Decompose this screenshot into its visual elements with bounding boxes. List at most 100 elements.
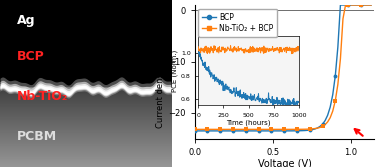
- Bar: [0, 97, 172, 98]
- Bar: [0, 164, 172, 165]
- Bar: [0, 137, 172, 138]
- Bar: [0, 142, 172, 143]
- Bar: [0, 114, 172, 115]
- Bar: [0, 119, 172, 120]
- Bar: [0, 147, 172, 148]
- Bar: [0, 117, 172, 118]
- Bar: [0, 141, 172, 142]
- Bar: [0, 107, 172, 108]
- Bar: [0, 100, 172, 101]
- Bar: [0, 128, 172, 129]
- Bar: [0, 140, 172, 141]
- Bar: [0, 105, 172, 106]
- Bar: [0, 138, 172, 139]
- Bar: [0, 95, 172, 96]
- Bar: [0, 108, 172, 109]
- Bar: [0, 161, 172, 162]
- Bar: [0, 103, 172, 104]
- Bar: [0, 113, 172, 114]
- Bar: [0, 109, 172, 110]
- Bar: [0, 0, 172, 87]
- Bar: [0, 164, 172, 165]
- Bar: [0, 135, 172, 136]
- Bar: [0, 88, 172, 89]
- Bar: [0, 124, 172, 125]
- Bar: [0, 115, 172, 116]
- Bar: [0, 134, 172, 135]
- Bar: [0, 130, 172, 131]
- Bar: [0, 83, 172, 84]
- Bar: [0, 145, 172, 146]
- Bar: [0, 86, 172, 87]
- Bar: [0, 96, 172, 97]
- Bar: [0, 93, 172, 94]
- Bar: [0, 111, 172, 112]
- Bar: [0, 105, 172, 106]
- Bar: [0, 153, 172, 154]
- Bar: [0, 129, 172, 130]
- Bar: [0, 150, 172, 151]
- Bar: [0, 163, 172, 164]
- Bar: [0, 90, 172, 91]
- Y-axis label: Current density (mA cm⁻²): Current density (mA cm⁻²): [156, 16, 165, 128]
- Bar: [0, 103, 172, 104]
- Bar: [0, 135, 172, 136]
- Bar: [0, 84, 172, 85]
- Bar: [0, 122, 172, 123]
- Bar: [0, 118, 172, 119]
- Bar: [0, 122, 172, 123]
- Bar: [0, 101, 172, 102]
- Bar: [0, 87, 172, 88]
- Bar: [0, 123, 172, 124]
- Bar: [0, 87, 172, 88]
- Bar: [0, 153, 172, 154]
- Bar: [0, 147, 172, 148]
- Bar: [0, 120, 172, 121]
- Bar: [0, 129, 172, 130]
- Bar: [0, 116, 172, 117]
- Bar: [0, 163, 172, 164]
- Bar: [0, 106, 172, 107]
- Bar: [0, 140, 172, 141]
- Bar: [0, 166, 172, 167]
- Bar: [0, 109, 172, 110]
- Bar: [0, 117, 172, 118]
- Bar: [0, 149, 172, 150]
- Bar: [0, 92, 172, 93]
- Bar: [0, 113, 172, 114]
- Bar: [0, 158, 172, 159]
- Bar: [0, 160, 172, 161]
- Bar: [0, 144, 172, 145]
- Bar: [0, 96, 172, 97]
- Bar: [0, 118, 172, 119]
- Bar: [0, 155, 172, 156]
- Text: BCP: BCP: [17, 50, 45, 63]
- Bar: [0, 133, 172, 134]
- Bar: [0, 162, 172, 163]
- Bar: [0, 93, 172, 94]
- Bar: [0, 97, 172, 98]
- Bar: [0, 126, 172, 127]
- Bar: [0, 125, 172, 126]
- Bar: [0, 89, 172, 90]
- Bar: [0, 146, 172, 147]
- Legend: BCP, Nb-TiO₂ + BCP: BCP, Nb-TiO₂ + BCP: [198, 9, 277, 37]
- Bar: [0, 104, 172, 105]
- Bar: [0, 127, 172, 128]
- Bar: [0, 152, 172, 153]
- Bar: [0, 102, 172, 103]
- Bar: [0, 101, 172, 102]
- Bar: [0, 160, 172, 161]
- Bar: [0, 100, 172, 101]
- Bar: [0, 110, 172, 111]
- Bar: [0, 131, 172, 132]
- Bar: [0, 98, 172, 99]
- Bar: [0, 85, 172, 86]
- Bar: [0, 141, 172, 142]
- Bar: [0, 115, 172, 116]
- Bar: [0, 159, 172, 160]
- Bar: [0, 137, 172, 138]
- Bar: [0, 142, 172, 143]
- Bar: [0, 124, 172, 125]
- Text: Nb-TiO₂: Nb-TiO₂: [17, 90, 68, 103]
